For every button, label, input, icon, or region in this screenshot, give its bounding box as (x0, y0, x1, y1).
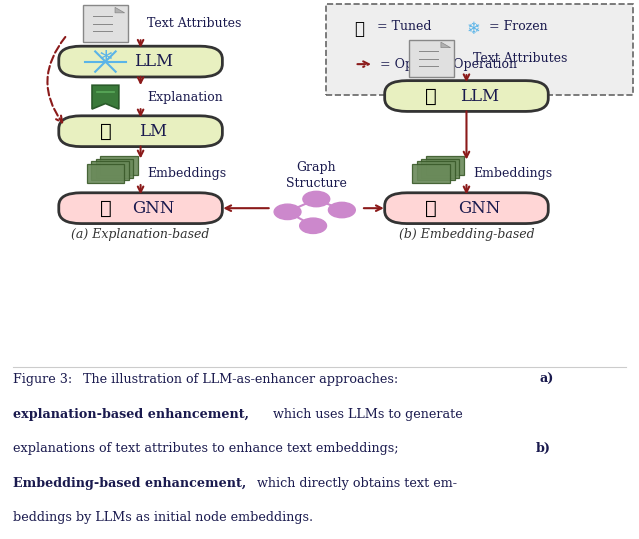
Text: 🔥: 🔥 (355, 20, 365, 38)
Text: LLM: LLM (459, 87, 499, 105)
Text: Embeddings: Embeddings (147, 167, 226, 180)
Text: explanations of text attributes to enhance text embeddings;: explanations of text attributes to enhan… (13, 443, 398, 455)
Text: LM: LM (139, 123, 167, 140)
FancyBboxPatch shape (59, 46, 222, 77)
Text: Text Attributes: Text Attributes (473, 52, 567, 65)
Text: *: * (99, 50, 112, 73)
FancyBboxPatch shape (83, 5, 128, 42)
Text: beddings by LLMs as initial node embeddings.: beddings by LLMs as initial node embeddi… (13, 512, 313, 524)
Text: b): b) (535, 443, 550, 455)
Circle shape (300, 218, 327, 233)
FancyBboxPatch shape (100, 156, 138, 175)
Text: Embeddings: Embeddings (473, 167, 552, 180)
Text: 🔥: 🔥 (100, 122, 111, 141)
Text: Embedding-based enhancement,: Embedding-based enhancement, (13, 477, 246, 490)
Text: Graph
Structure: Graph Structure (286, 161, 347, 190)
Text: 🔥: 🔥 (426, 87, 437, 106)
Text: (b) Embedding-based: (b) Embedding-based (399, 228, 534, 241)
FancyBboxPatch shape (96, 158, 134, 178)
Circle shape (328, 202, 355, 218)
FancyBboxPatch shape (59, 193, 222, 224)
Text: Figure 3:: Figure 3: (13, 374, 72, 386)
Text: = Frozen: = Frozen (489, 20, 548, 33)
FancyBboxPatch shape (413, 164, 450, 183)
FancyBboxPatch shape (422, 158, 459, 178)
Text: = Optional Operation: = Optional Operation (380, 58, 517, 71)
FancyBboxPatch shape (409, 40, 454, 77)
Text: 🔥: 🔥 (100, 199, 111, 218)
Text: which uses LLMs to generate: which uses LLMs to generate (273, 408, 463, 421)
Text: Explanation: Explanation (147, 91, 223, 103)
Text: (a) Explanation-based: (a) Explanation-based (72, 228, 210, 241)
Text: ❄: ❄ (466, 20, 481, 38)
FancyArrowPatch shape (47, 37, 65, 122)
Text: which directly obtains text em-: which directly obtains text em- (257, 477, 457, 490)
Text: a): a) (539, 374, 553, 386)
FancyBboxPatch shape (385, 81, 548, 112)
Text: explanation-based enhancement,: explanation-based enhancement, (13, 408, 249, 421)
FancyBboxPatch shape (385, 193, 548, 224)
Text: Text Attributes: Text Attributes (147, 17, 242, 30)
FancyBboxPatch shape (417, 161, 455, 181)
Circle shape (303, 191, 330, 207)
FancyBboxPatch shape (426, 156, 464, 175)
FancyBboxPatch shape (59, 116, 222, 147)
FancyBboxPatch shape (326, 4, 633, 95)
Polygon shape (115, 8, 125, 13)
Text: = Tuned: = Tuned (377, 20, 431, 33)
Text: The illustration of LLM-as-enhancer approaches:: The illustration of LLM-as-enhancer appr… (83, 374, 399, 386)
Text: GNN: GNN (132, 199, 174, 217)
Text: LLM: LLM (134, 53, 173, 70)
FancyBboxPatch shape (87, 164, 124, 183)
Polygon shape (92, 85, 119, 109)
FancyBboxPatch shape (91, 161, 129, 181)
Text: GNN: GNN (458, 199, 500, 217)
Circle shape (274, 204, 301, 219)
Polygon shape (441, 42, 450, 47)
Text: 🔥: 🔥 (426, 199, 437, 218)
